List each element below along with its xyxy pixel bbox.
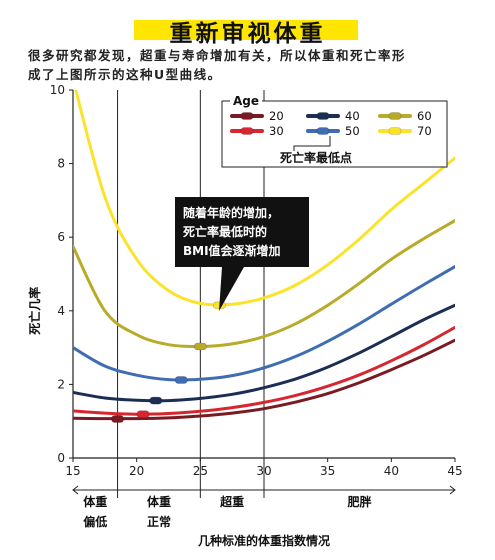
y-tick-label: 8 <box>57 157 65 171</box>
legend-title-bg <box>230 93 262 107</box>
series-group <box>73 90 455 421</box>
legend-min-marker-label: 死亡率最低点 <box>280 150 352 165</box>
x-tick-label: 45 <box>447 464 462 478</box>
min-marker-age-40 <box>149 396 163 405</box>
legend-marker-age-60 <box>388 112 402 120</box>
x-tick-label: 35 <box>320 464 335 478</box>
annotation-line-2: 死亡率最低时的 <box>183 224 267 239</box>
annotation-line-1: 随着年龄的增加， <box>183 205 279 220</box>
legend-label-age-60: 60 <box>417 109 432 123</box>
legend-label-age-30: 30 <box>269 124 284 138</box>
y-tick-label: 10 <box>50 83 65 97</box>
category-label-3: 超重 <box>219 494 244 509</box>
legend-label-age-70: 70 <box>417 124 432 138</box>
subtitle-line-1: 很多研究都发现，超重与寿命增加有关，所以体重和死亡率形 <box>28 48 407 63</box>
legend-title: Age <box>233 94 259 108</box>
legend-min-pointer <box>293 136 331 151</box>
y-tick-label: 6 <box>57 230 65 244</box>
series-line-age-70 <box>74 90 455 307</box>
legend-marker-age-70 <box>388 127 402 135</box>
x-tick-label: 20 <box>129 464 144 478</box>
x-tick-label: 25 <box>193 464 208 478</box>
legend-marker-age-40 <box>316 112 330 120</box>
annotation-line-3: BMI值会逐渐增加 <box>183 243 281 258</box>
category-label-2: 正常 <box>147 514 171 529</box>
y-tick-label: 4 <box>57 304 65 318</box>
series-line-age-20 <box>73 338 455 421</box>
annotation-pointer <box>219 267 244 311</box>
legend-marker-age-20 <box>240 112 254 120</box>
legend-label-age-20: 20 <box>269 109 284 123</box>
page-title: 重新审视体重 <box>169 21 326 47</box>
legend-label-age-40: 40 <box>345 109 360 123</box>
min-marker-age-60 <box>194 342 207 351</box>
x-tick-label: 15 <box>65 464 80 478</box>
min-marker-age-50 <box>174 376 188 384</box>
x-tick-label: 40 <box>384 464 399 478</box>
series-line-age-50 <box>73 265 455 382</box>
min-marker-age-20 <box>111 415 124 423</box>
series-line-age-60 <box>73 219 455 349</box>
title-highlight <box>134 20 358 40</box>
series-line-age-30 <box>73 325 455 416</box>
category-label-1: 偏低 <box>83 514 107 529</box>
category-arrow-left <box>72 485 79 495</box>
x-tick-label: 30 <box>256 464 271 478</box>
legend-marker-age-30 <box>240 127 254 135</box>
category-label-2: 体重 <box>147 494 171 509</box>
legend-marker-age-50 <box>316 127 330 135</box>
category-arrow-right <box>449 485 456 495</box>
category-label-1: 体重 <box>83 494 107 509</box>
subtitle-line-2: 成了上图所示的这种U型曲线。 <box>28 67 222 82</box>
annotation-box <box>175 197 309 267</box>
category-label-4: 肥胖 <box>347 494 371 509</box>
legend-box <box>221 100 448 168</box>
title-block: 重新审视体重 <box>0 0 495 47</box>
subtitle: 很多研究都发现，超重与寿命增加有关，所以体重和死亡率形 成了上图所示的这种U型曲… <box>28 46 468 84</box>
legend-label-age-50: 50 <box>345 124 360 138</box>
y-axis-title: 死亡几率 <box>27 287 42 335</box>
y-tick-label: 0 <box>57 451 65 465</box>
y-tick-label: 2 <box>57 377 65 391</box>
x-axis-title: 几种标准的体重指数情况 <box>198 533 330 548</box>
min-marker-age-30 <box>136 410 150 419</box>
series-line-age-40 <box>73 303 455 403</box>
